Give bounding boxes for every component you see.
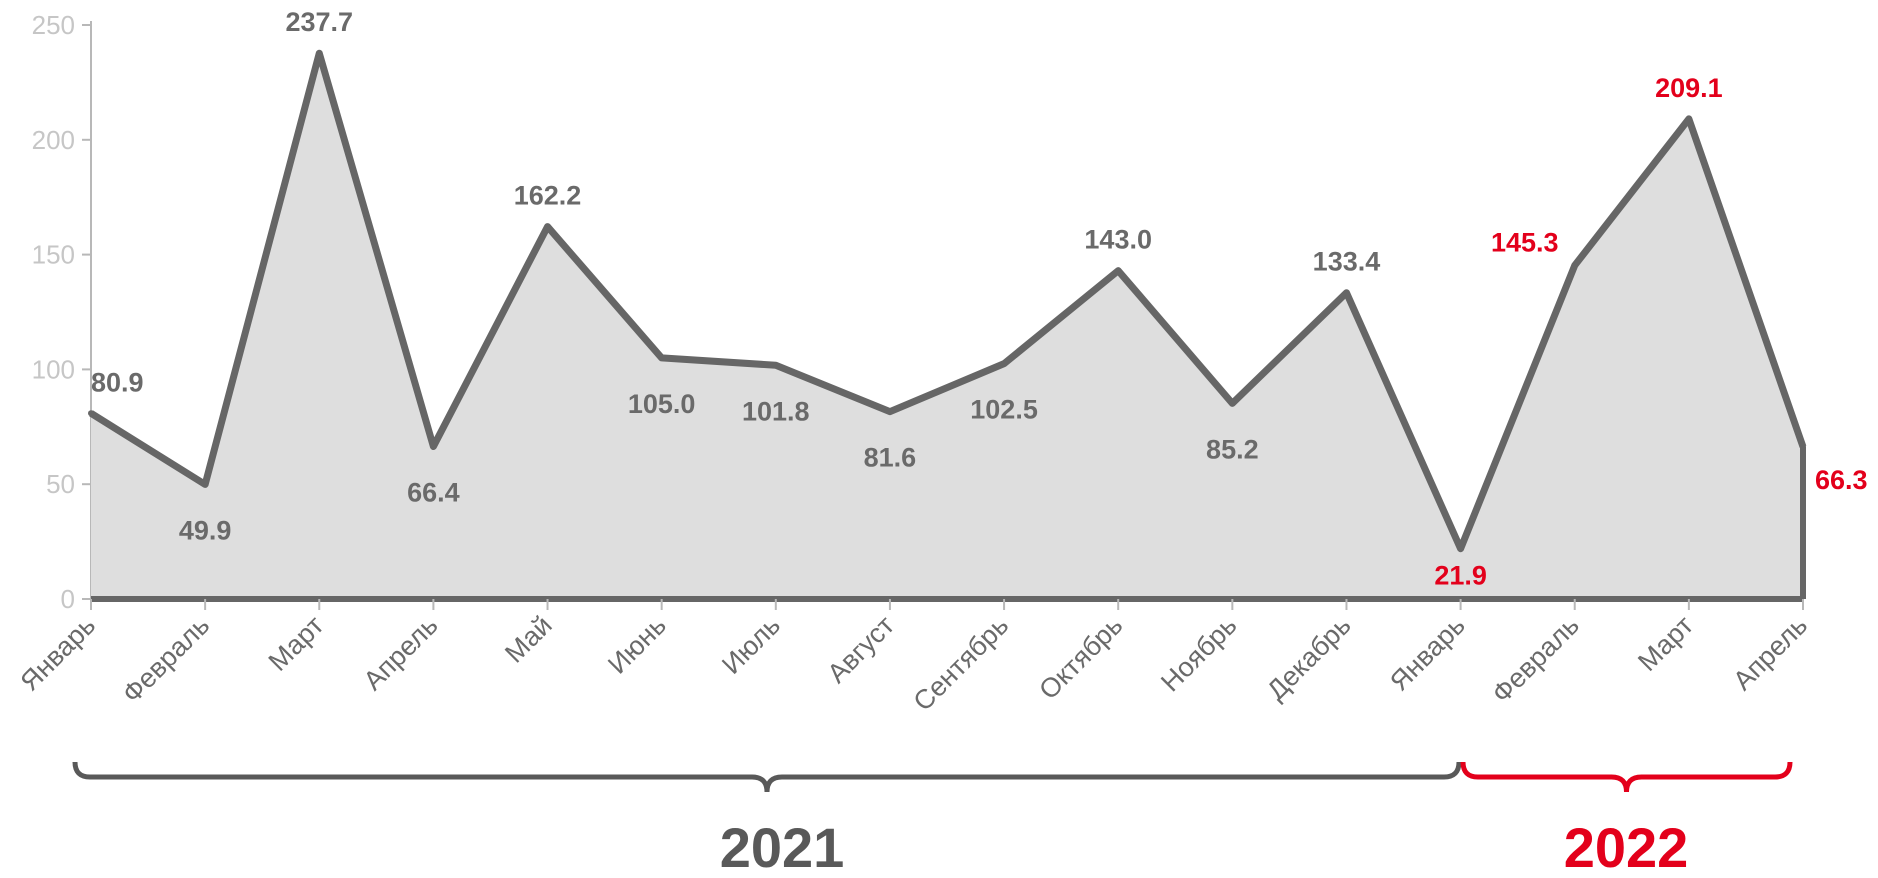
- data-label: 162.2: [514, 181, 582, 211]
- data-label: 237.7: [285, 7, 353, 37]
- data-point: [886, 408, 893, 415]
- data-point: [88, 410, 94, 417]
- year-brace: [72, 761, 1462, 793]
- y-tick-label: 50: [46, 469, 75, 499]
- x-tick-label: Январь: [1384, 610, 1471, 697]
- y-tick-label: 100: [32, 354, 75, 384]
- data-label: 145.3: [1491, 227, 1559, 257]
- data-point: [544, 223, 551, 230]
- x-tick-label: Июль: [716, 610, 786, 680]
- year-label: 2022: [1564, 816, 1689, 878]
- data-point: [772, 362, 779, 369]
- x-axis: Январь Февраль Март Апрель Май Июнь Июль Август…: [15, 596, 1813, 717]
- x-tick-label: Февраль: [1486, 610, 1585, 709]
- x-tick-label: Март: [263, 610, 330, 677]
- data-label: 80.9: [91, 367, 144, 397]
- data-point: [1001, 360, 1008, 367]
- data-label: 101.8: [742, 396, 810, 426]
- data-point: [316, 50, 323, 57]
- data-label: 209.1: [1655, 73, 1723, 103]
- year-brace: [1460, 761, 1793, 793]
- y-tick-label: 250: [32, 10, 75, 40]
- data-label: 81.6: [864, 443, 917, 473]
- data-labels: 80.9 49.9 237.7 66.4 162.2 105.0 101.8 81.6 102.…: [91, 7, 1868, 590]
- x-tick-label: Ноябрь: [1155, 610, 1242, 697]
- x-tick-label: Август: [821, 610, 900, 689]
- data-point: [658, 354, 665, 361]
- data-point: [1457, 545, 1464, 552]
- data-point: [202, 481, 209, 488]
- x-tick-label: Сентябрь: [908, 610, 1015, 717]
- year-groups: 2021 2022: [72, 761, 1793, 878]
- x-tick-label: Февраль: [117, 610, 216, 709]
- y-axis: 0 50 100 150 200 250: [32, 10, 92, 614]
- x-tick-label: Апрель: [1727, 610, 1813, 696]
- x-tick-label: Декабрь: [1261, 610, 1357, 706]
- data-point: [1343, 289, 1350, 296]
- data-label: 105.0: [628, 389, 696, 419]
- x-tick-label: Октябрь: [1033, 610, 1128, 705]
- x-tick-label: Январь: [15, 610, 102, 697]
- series-line: [89, 49, 1807, 553]
- data-label: 21.9: [1434, 561, 1487, 591]
- x-tick-label: Июнь: [602, 610, 672, 680]
- data-label: 133.4: [1313, 247, 1381, 277]
- year-label: 2021: [720, 816, 845, 878]
- data-point: [1571, 262, 1578, 269]
- area-fill: [91, 53, 1803, 600]
- data-points: [88, 50, 1806, 599]
- y-tick-label: 200: [32, 125, 75, 155]
- y-tick-label: 150: [32, 240, 75, 270]
- data-label: 85.2: [1206, 434, 1259, 464]
- data-point: [1800, 443, 1806, 450]
- data-point: [1115, 267, 1122, 274]
- x-tick-label: Апрель: [358, 610, 444, 696]
- x-tick-label: Май: [499, 610, 558, 669]
- data-label: 66.4: [407, 478, 460, 508]
- data-point: [430, 443, 437, 450]
- y-tick-label: 0: [61, 584, 75, 614]
- data-label: 102.5: [970, 395, 1038, 425]
- data-point: [1685, 115, 1692, 122]
- data-label: 143.0: [1084, 225, 1152, 255]
- x-tick-label: Март: [1632, 610, 1699, 677]
- data-point: [1229, 400, 1236, 407]
- data-label: 49.9: [179, 515, 232, 545]
- data-label: 66.3: [1815, 465, 1868, 495]
